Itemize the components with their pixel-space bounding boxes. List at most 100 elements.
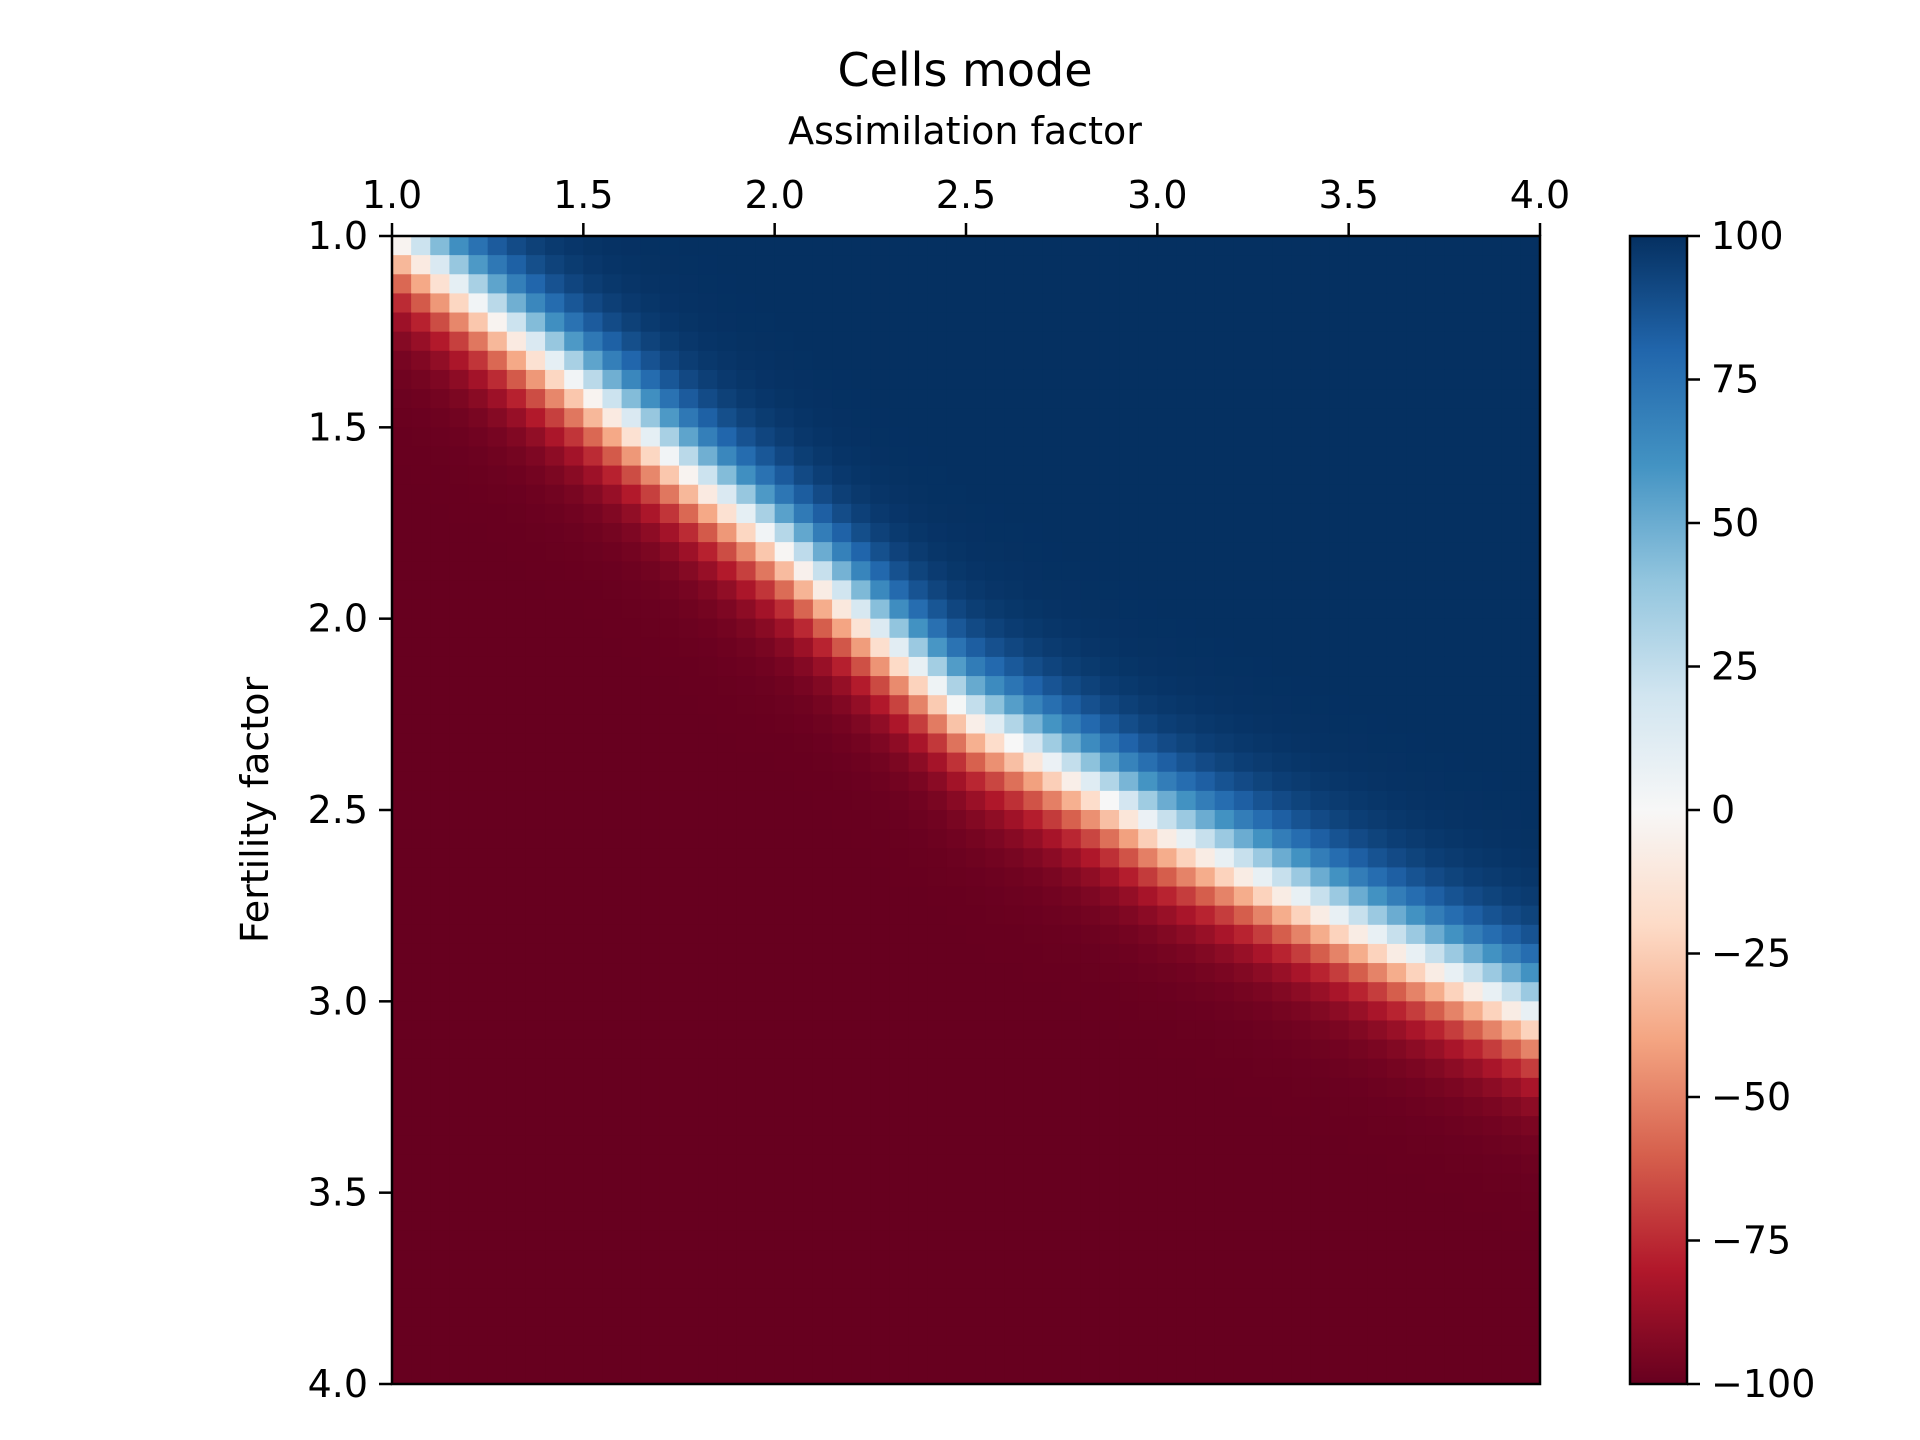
heatmap-cell bbox=[1023, 484, 1044, 505]
heatmap-cell bbox=[698, 1116, 718, 1136]
heatmap-cell bbox=[1099, 1269, 1120, 1289]
heatmap-cell bbox=[659, 676, 680, 696]
heatmap-cell bbox=[966, 637, 986, 658]
heatmap-cell bbox=[659, 943, 680, 964]
heatmap-cell bbox=[985, 408, 1005, 428]
heatmap-cell bbox=[506, 733, 527, 754]
heatmap-cell bbox=[640, 1345, 661, 1366]
heatmap-cell bbox=[1406, 1192, 1426, 1213]
heatmap-cell bbox=[736, 1173, 757, 1194]
heatmap-cell bbox=[1501, 389, 1522, 409]
heatmap-cell bbox=[793, 1020, 814, 1041]
heatmap-cell bbox=[851, 1250, 871, 1270]
heatmap-cell bbox=[755, 676, 776, 696]
heatmap-cell bbox=[1425, 274, 1445, 294]
heatmap-cell bbox=[640, 1307, 661, 1328]
heatmap-cell bbox=[1501, 1020, 1522, 1041]
heatmap-cell bbox=[1042, 1173, 1063, 1194]
heatmap-cell bbox=[430, 523, 450, 543]
heatmap-cell bbox=[774, 810, 795, 830]
heatmap-cell bbox=[793, 446, 814, 467]
heatmap-cell bbox=[392, 503, 412, 524]
heatmap-cell bbox=[1119, 580, 1139, 601]
heatmap-cell bbox=[793, 1192, 814, 1213]
heatmap-cell bbox=[602, 1250, 623, 1270]
heatmap-cell bbox=[525, 771, 546, 792]
heatmap-cell bbox=[679, 829, 699, 849]
heatmap-cell bbox=[602, 542, 623, 562]
heatmap-cell bbox=[1463, 1326, 1484, 1347]
heatmap-cell bbox=[832, 580, 852, 601]
heatmap-cell bbox=[1367, 274, 1388, 294]
heatmap-cell bbox=[430, 274, 450, 294]
heatmap-cell bbox=[1080, 599, 1101, 620]
heatmap-cell bbox=[1176, 1097, 1197, 1117]
heatmap-cell bbox=[851, 618, 871, 639]
heatmap-cell bbox=[506, 1250, 527, 1270]
heatmap-cell bbox=[1042, 1116, 1063, 1136]
heatmap-cell bbox=[1444, 810, 1465, 830]
heatmap-cell bbox=[1214, 1192, 1235, 1213]
heatmap-cell bbox=[908, 561, 929, 581]
heatmap-cell bbox=[468, 637, 489, 658]
heatmap-cell bbox=[1329, 236, 1350, 256]
heatmap-cell bbox=[1042, 580, 1063, 601]
heatmap-cell bbox=[430, 676, 450, 696]
heatmap-cell bbox=[564, 369, 584, 390]
heatmap-cell bbox=[736, 293, 757, 314]
heatmap-cell bbox=[1329, 1020, 1350, 1041]
heatmap-cell bbox=[908, 427, 929, 448]
heatmap-cell bbox=[832, 484, 852, 505]
heatmap-cell bbox=[583, 350, 604, 371]
heatmap-cell bbox=[736, 484, 757, 505]
heatmap-cell bbox=[1463, 236, 1484, 256]
heatmap-cell bbox=[487, 369, 508, 390]
heatmap-cell bbox=[1291, 1116, 1311, 1136]
heatmap-cell bbox=[1444, 599, 1465, 620]
heatmap-cell bbox=[1004, 886, 1024, 907]
heatmap-cell bbox=[1023, 886, 1044, 907]
heatmap-cell bbox=[1425, 1345, 1445, 1366]
heatmap-cell bbox=[1463, 523, 1484, 543]
heatmap-cell bbox=[1520, 312, 1541, 333]
heatmap-cell bbox=[1386, 350, 1407, 371]
heatmap-cell bbox=[621, 1020, 642, 1041]
heatmap-cell bbox=[1501, 580, 1522, 601]
heatmap-cell bbox=[1138, 408, 1158, 428]
heatmap-cell bbox=[621, 1307, 642, 1328]
heatmap-cell bbox=[1367, 790, 1388, 811]
heatmap-cell bbox=[659, 1250, 680, 1270]
heatmap-cell bbox=[889, 255, 910, 275]
heatmap-cell bbox=[1520, 733, 1541, 754]
heatmap-cell bbox=[1099, 829, 1120, 849]
heatmap-cell bbox=[1482, 943, 1503, 964]
heatmap-cell bbox=[832, 1058, 852, 1079]
heatmap-cell bbox=[793, 905, 814, 926]
heatmap-cell bbox=[1406, 408, 1426, 428]
heatmap-cell bbox=[966, 1001, 986, 1022]
heatmap-cell bbox=[889, 1250, 910, 1270]
heatmap-cell bbox=[659, 503, 680, 524]
heatmap-cell bbox=[1119, 542, 1139, 562]
heatmap-cell bbox=[545, 714, 565, 735]
heatmap-cell bbox=[985, 810, 1005, 830]
heatmap-cell bbox=[966, 331, 986, 352]
heatmap-cell bbox=[583, 1230, 604, 1251]
heatmap-cell bbox=[430, 848, 450, 868]
heatmap-cell bbox=[1233, 810, 1254, 830]
heatmap-cell bbox=[1367, 1116, 1388, 1136]
heatmap-cell bbox=[1444, 924, 1465, 945]
heatmap-cell bbox=[583, 255, 604, 275]
heatmap-cell bbox=[545, 446, 565, 467]
heatmap-cell bbox=[1310, 676, 1331, 696]
heatmap-cell bbox=[946, 465, 967, 486]
heatmap-cell bbox=[736, 1364, 757, 1385]
heatmap-cell bbox=[411, 1345, 431, 1366]
heatmap-cell bbox=[1195, 446, 1216, 467]
heatmap-cell bbox=[468, 1077, 489, 1098]
heatmap-cell bbox=[1463, 790, 1484, 811]
heatmap-cell bbox=[717, 599, 737, 620]
heatmap-cell bbox=[908, 1192, 929, 1213]
heatmap-cell bbox=[545, 542, 565, 562]
heatmap-cell bbox=[411, 293, 431, 314]
